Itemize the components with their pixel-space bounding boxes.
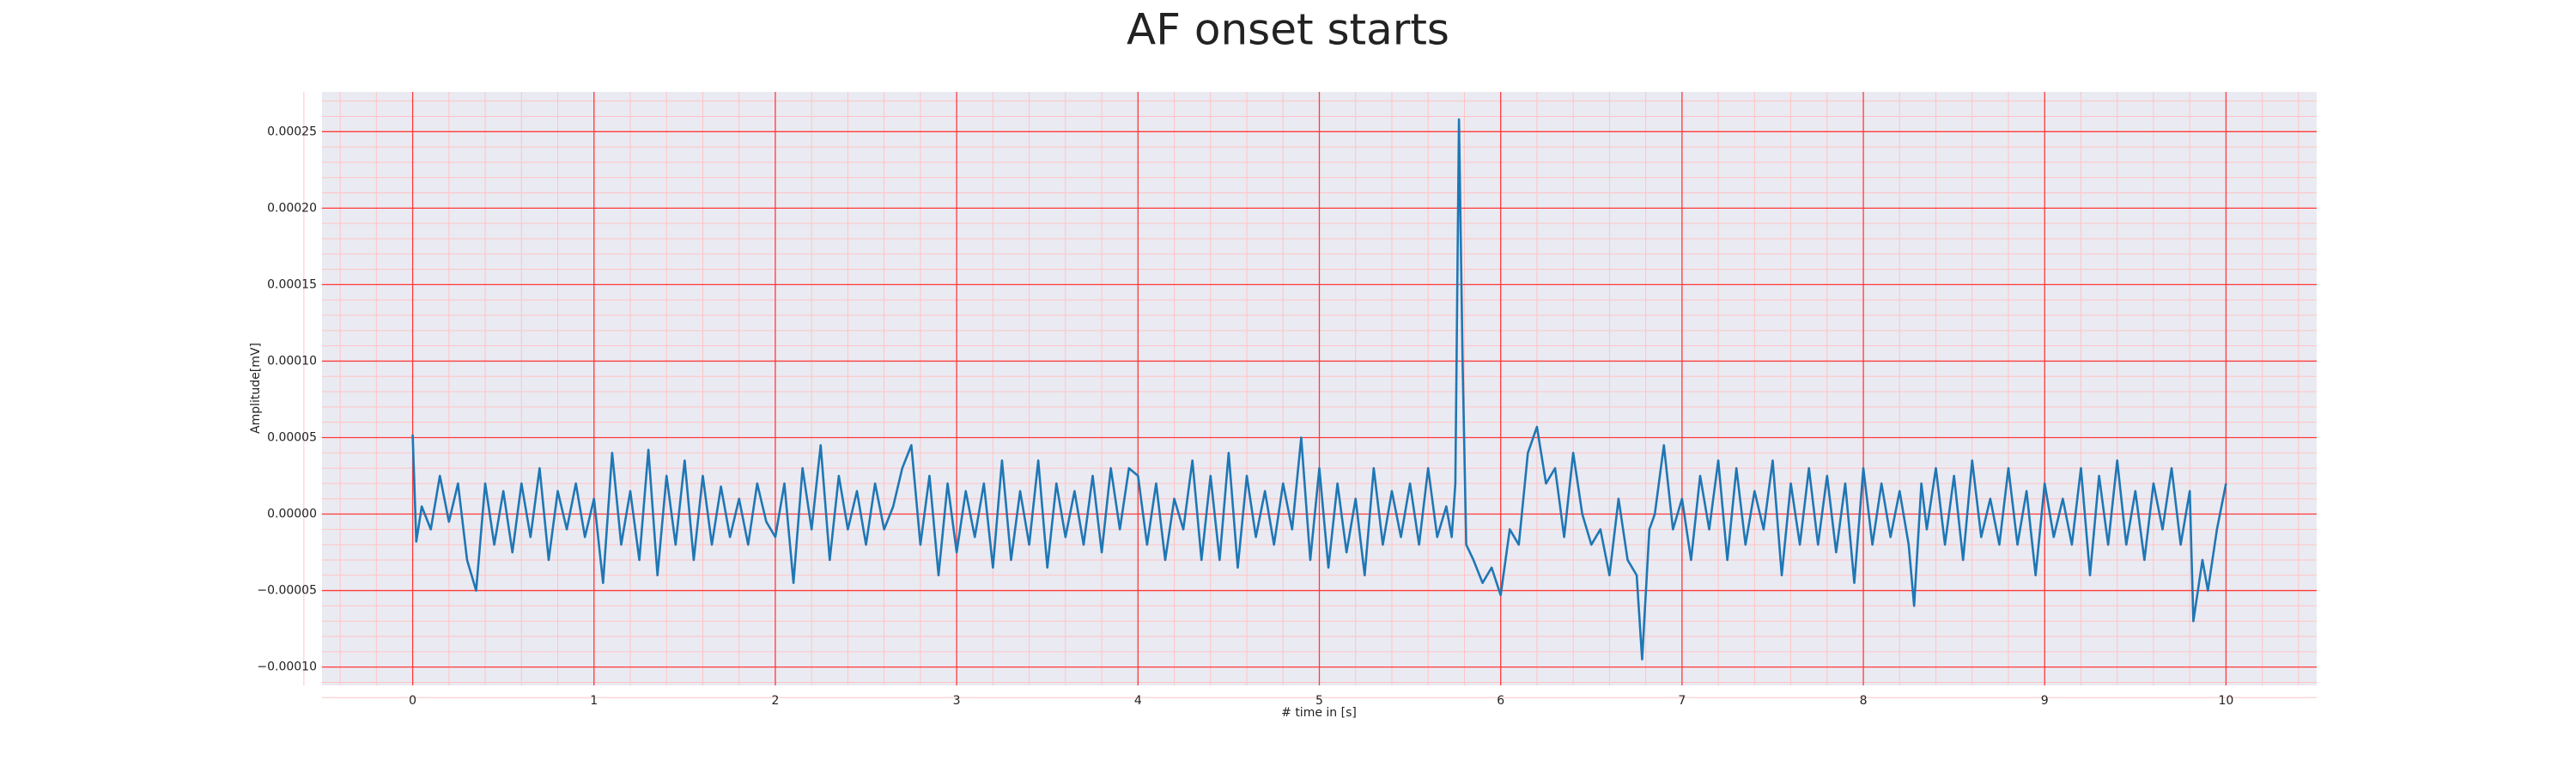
x-axis-label: # time in [s] [1281, 706, 1357, 720]
x-tick-label: 7 [1678, 694, 1686, 708]
y-tick-label: 0.00000 [267, 508, 317, 521]
x-tick-label: 2 [771, 694, 779, 708]
x-tick-label: 3 [953, 694, 961, 708]
y-tick-label: −0.00005 [257, 584, 317, 598]
y-tick-label: 0.00020 [267, 201, 317, 215]
y-axis-label: Amplitude[mV] [249, 343, 263, 434]
y-tick-label: 0.00025 [267, 125, 317, 138]
x-tick-label: 5 [1315, 694, 1323, 708]
x-tick-label: 10 [2218, 694, 2233, 708]
x-tick-label: 4 [1134, 694, 1142, 708]
signal-line [411, 118, 2227, 661]
y-tick-label: 0.00015 [267, 277, 317, 291]
y-tick-label: 0.00010 [267, 354, 317, 368]
x-tick-label: 8 [1860, 694, 1868, 708]
y-tick-label: 0.00005 [267, 430, 317, 444]
x-tick-label: 1 [590, 694, 598, 708]
y-tick-label: −0.00010 [257, 660, 317, 674]
x-tick-label: 0 [409, 694, 416, 708]
x-tick-label: 6 [1497, 694, 1504, 708]
x-tick-label: 9 [2041, 694, 2049, 708]
chart-title: AF onset starts [1127, 5, 1449, 55]
